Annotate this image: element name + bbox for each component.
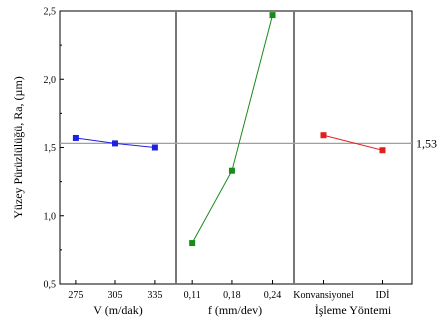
x-axis-title: V (m/dak) [93, 303, 142, 317]
y-tick-label: 2,5 [44, 7, 57, 18]
y-tick-label: 1,5 [44, 143, 57, 154]
y-tick-label: 1,0 [44, 211, 57, 222]
x-tick-label: 0,24 [264, 290, 282, 301]
plot-border [59, 10, 413, 285]
x-tick-label: Konvansiyonel [293, 290, 354, 301]
x-tick-label: 305 [107, 290, 122, 301]
x-tick-label: 335 [147, 290, 162, 301]
x-axis-title: f (mm/dev) [208, 303, 262, 317]
series-line [323, 134, 383, 151]
reference-line-label: 1,53 [416, 136, 437, 150]
plot-frame [59, 10, 413, 285]
x-axis-title: İşleme Yöntemi [315, 303, 392, 317]
y-tick-label: 0,5 [44, 280, 57, 291]
data-point [111, 140, 118, 147]
x-tick-label: 275 [68, 290, 83, 301]
data-point [151, 144, 158, 151]
x-tick-label: 0,11 [184, 290, 201, 301]
panel-2: 0,11 0,18 0,24f (mm/dev) [184, 12, 282, 317]
data-point [320, 132, 327, 139]
data-point [379, 147, 386, 154]
y-axis-title: Yüzey Pürüzlülüğü, Ra, (µm) [11, 76, 25, 219]
data-point [269, 12, 276, 19]
data-point [72, 134, 79, 141]
data-point [228, 167, 235, 174]
panel-1: 275 305 335 V (m/dak) [68, 134, 162, 317]
x-tick-label: 0,18 [223, 290, 241, 301]
y-axis: 0,5 1,0 1,5 2,0 2,5 [44, 7, 64, 291]
series-line [191, 14, 274, 244]
y-tick-label: 2,0 [44, 75, 57, 86]
x-tick-label: IDİ [376, 289, 390, 301]
panel-3: Konvansiyonel IDİ İşleme Yöntemi [293, 132, 392, 317]
data-point [189, 240, 196, 247]
panels: 275 305 335 V (m/dak) 0,11 0,18 0,24f (mm/dev)… [68, 12, 392, 317]
